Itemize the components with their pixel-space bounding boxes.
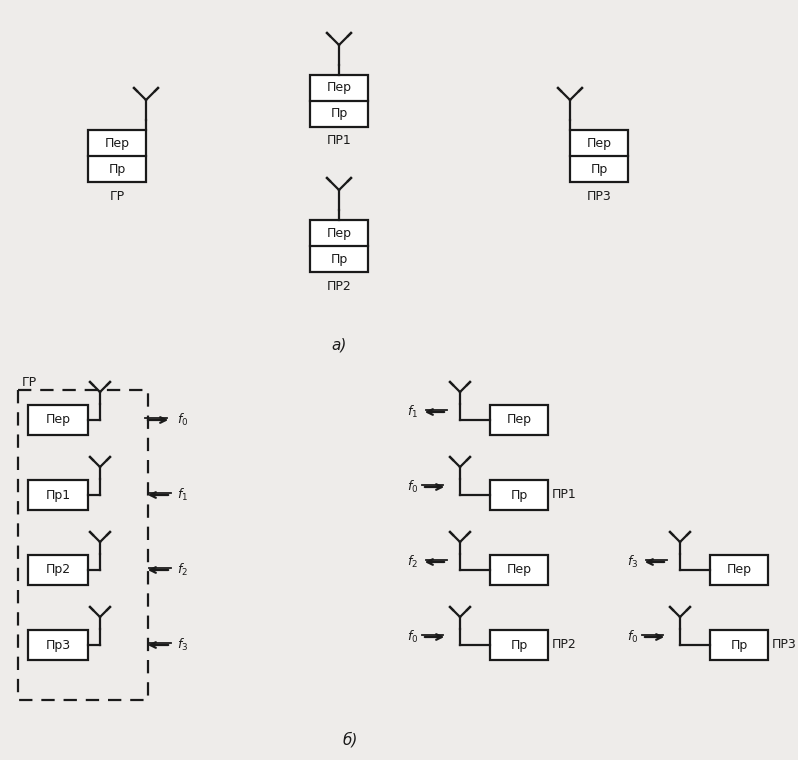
Text: Пер: Пер	[726, 563, 752, 577]
Text: а): а)	[331, 337, 346, 353]
Text: Пр1: Пр1	[45, 489, 70, 502]
Bar	[310, 75, 368, 127]
Text: $f_0$: $f_0$	[177, 412, 188, 428]
Bar	[28, 555, 88, 585]
Text: Пер: Пер	[587, 137, 611, 150]
Text: Пр: Пр	[511, 638, 527, 651]
Text: Пр2: Пр2	[45, 563, 70, 577]
Text: ГР: ГР	[109, 189, 124, 202]
Text: ПР3: ПР3	[772, 638, 796, 651]
Text: Пр: Пр	[330, 107, 348, 121]
Text: Пр: Пр	[330, 252, 348, 265]
Text: Пер: Пер	[326, 81, 351, 94]
Text: ПР2: ПР2	[552, 638, 577, 651]
Text: Пер: Пер	[326, 226, 351, 239]
Text: Пр: Пр	[730, 638, 748, 651]
Bar	[28, 480, 88, 510]
Text: $f_3$: $f_3$	[626, 554, 638, 570]
Bar	[28, 630, 88, 660]
Text: $f_1$: $f_1$	[177, 487, 188, 503]
Text: Пр3: Пр3	[45, 638, 70, 651]
Text: $f_1$: $f_1$	[407, 404, 418, 420]
Text: Пер: Пер	[507, 413, 531, 426]
Text: Пр: Пр	[511, 489, 527, 502]
Bar	[570, 130, 628, 182]
Text: б): б)	[342, 732, 358, 748]
Bar	[710, 555, 768, 585]
Bar	[490, 480, 548, 510]
Text: ПР3: ПР3	[587, 189, 611, 202]
Bar	[490, 555, 548, 585]
Text: $f_2$: $f_2$	[407, 554, 418, 570]
Bar	[310, 220, 368, 272]
Text: Пр: Пр	[109, 163, 125, 176]
Text: ГР: ГР	[22, 375, 38, 388]
Bar	[88, 130, 146, 182]
Bar	[490, 405, 548, 435]
Text: Пер: Пер	[45, 413, 70, 426]
Text: Пер: Пер	[507, 563, 531, 577]
Bar	[18, 390, 148, 700]
Text: ПР2: ПР2	[326, 280, 351, 293]
Text: Пер: Пер	[105, 137, 129, 150]
Bar	[490, 630, 548, 660]
Text: $f_0$: $f_0$	[407, 629, 418, 645]
Text: $f_2$: $f_2$	[177, 562, 188, 578]
Text: ПР1: ПР1	[326, 135, 351, 147]
Text: Пр: Пр	[591, 163, 607, 176]
Bar	[28, 405, 88, 435]
Text: $f_3$: $f_3$	[177, 637, 188, 653]
Bar	[710, 630, 768, 660]
Text: ПР1: ПР1	[552, 489, 577, 502]
Text: $f_0$: $f_0$	[407, 479, 418, 495]
Text: $f_0$: $f_0$	[626, 629, 638, 645]
